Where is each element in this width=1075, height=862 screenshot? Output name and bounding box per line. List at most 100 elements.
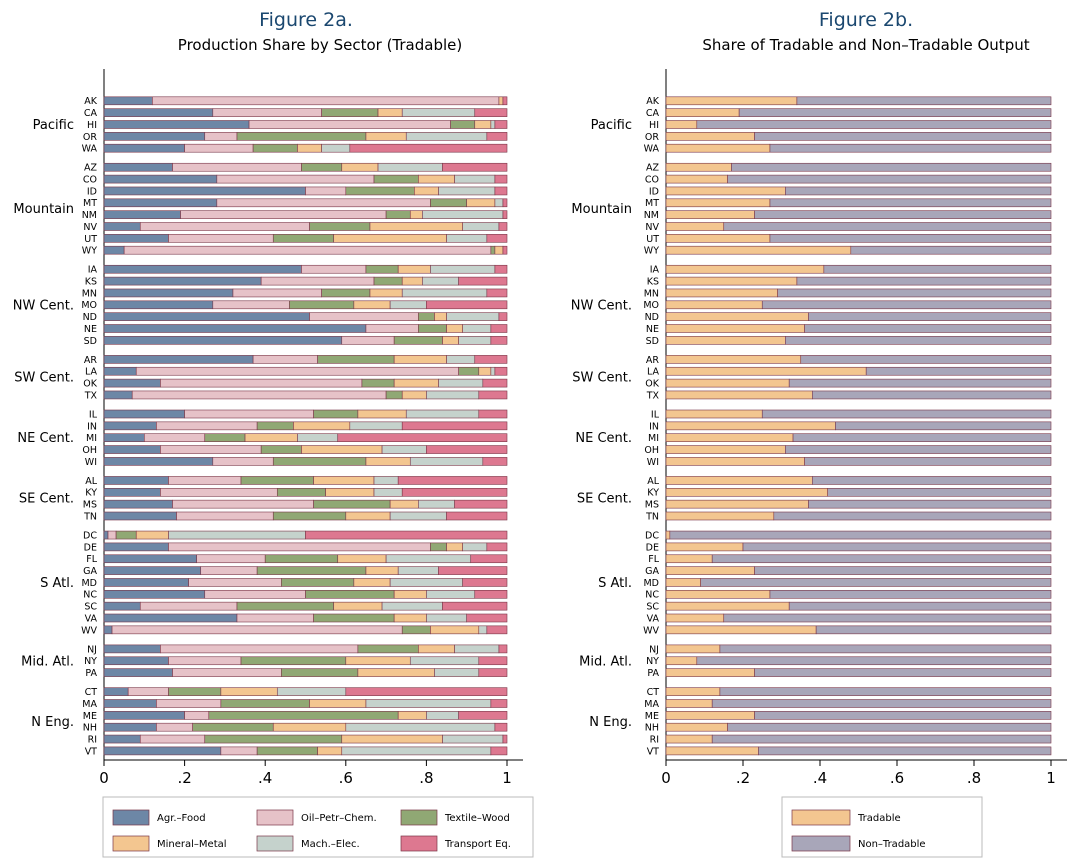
bar-segment-mach-elec--ky [373,487,403,497]
bar-segment-non-tradable-md [700,578,1052,587]
bar-segment-oil-petr-chem--me [184,711,210,720]
bar-segment-non-tradable-ms [808,499,1052,509]
bar-segment-agr-food-ak [103,96,153,106]
region-label: NW Cent. [571,298,632,313]
bar-segment-mineral-metal-oh [301,445,383,454]
state-label: MN [82,288,97,299]
bar-segment-oil-petr-chem--ks [260,276,375,286]
state-label: MS [83,500,97,511]
bar-segment-oil-petr-chem--ga [200,566,258,575]
bar-segment-transport-eq--me [458,711,508,720]
bar-segment-mach-elec--ar [446,355,476,364]
state-label: SC [646,602,659,613]
bar-segment-textile-wood-nj [357,644,419,654]
bar-segment-transport-eq--tx [478,390,508,400]
state-label: OK [83,379,97,390]
bar-segment-textile-wood-wi [272,457,367,466]
state-label: IN [87,421,97,432]
bar-segment-non-tradable-wi [804,457,1052,466]
bar-segment-transport-eq--nj [498,644,508,654]
bar-segment-transport-eq--va [466,613,508,623]
bar-segment-textile-wood-ia [365,264,399,274]
state-label: WV [643,625,659,636]
state-label: WI [85,457,97,468]
bar-segment-transport-eq--nh [494,722,508,732]
bar-segment-agr-food-de [103,542,169,552]
bar-segment-mineral-metal-ar [393,355,447,364]
bar-segment-mineral-metal-sc [333,601,383,611]
state-label: IA [650,265,660,276]
chart-tradable-share: Figure 2b. Share of Tradable and Non–Trad… [571,9,1067,858]
bar-segment-mineral-metal-mo [353,300,391,310]
bar-segment-transport-eq--ny [478,656,508,666]
state-label: FL [648,554,659,565]
bar-segment-transport-eq--hi [494,120,508,129]
bar-segment-oil-petr-chem--pa [172,668,282,677]
state-label: PA [647,668,659,679]
bar-segment-transport-eq--pa [478,668,508,677]
bar-segment-mineral-metal-mt [466,198,496,208]
region-label: SW Cent. [14,371,74,386]
x-tick-label: .8 [967,769,981,787]
bar-segment-non-tradable-la [865,366,1052,376]
bar-segment-non-tradable-mo [761,300,1052,310]
state-label: AL [647,476,659,487]
state-label: ME [645,711,659,722]
bar-segment-tradable-or [665,132,755,141]
state-label: WA [644,144,660,155]
bar-segment-mach-elec--la [490,366,496,376]
bar-segment-oil-petr-chem--fl [196,554,266,564]
bar-segment-mineral-metal-me [397,711,427,720]
bar-segment-mineral-metal-ut [333,234,447,243]
bar-segment-tradable-wv [665,625,817,635]
bar-segment-tradable-nh [665,722,728,732]
state-label: AK [646,96,659,107]
bar-segment-tradable-ca [665,108,740,117]
state-label: RI [650,734,659,745]
bar-segment-textile-wood-nv [309,222,371,231]
state-label: GA [645,566,659,577]
state-label: ME [83,711,97,722]
bar-segment-agr-food-va [103,613,238,623]
bar-segment-tradable-mt [665,198,771,208]
bar-segment-oil-petr-chem--ms [172,499,314,509]
bar-segment-mineral-metal-wv [430,625,480,635]
state-label: UT [84,234,97,245]
bar-segment-tradable-sc [665,601,790,611]
bar-segment-textile-wood-me [208,711,399,720]
bar-segment-transport-eq--fl [470,554,508,564]
bar-segment-oil-petr-chem--ak [152,96,500,106]
bar-segment-tradable-ok [665,378,790,388]
state-label: LA [85,367,98,378]
legend-label: Mach.–Elec. [301,839,360,850]
bar-segment-non-tradable-ne [804,324,1052,333]
bar-segment-mach-elec--va [426,613,467,623]
state-label: CA [646,108,660,119]
bar-segment-mineral-metal-ga [365,566,399,575]
bar-segment-oil-petr-chem--ny [168,656,242,666]
state-label: ID [649,186,659,197]
figure-label: Figure 2b. [819,9,913,31]
bar-segment-tradable-wi [665,457,805,466]
bar-segment-textile-wood-nh [192,722,274,732]
bar-segment-mach-elec--nv [462,222,500,231]
chart-title: Share of Tradable and Non–Tradable Outpu… [702,36,1029,54]
bar-segment-mach-elec--ct [276,687,347,696]
legend-label: Oil–Petr–Chem. [301,813,377,824]
legend-label: Non–Tradable [858,839,926,850]
bar-segment-agr-food-ri [103,734,141,744]
bar-segment-agr-food-mn [103,288,234,298]
region-label: Mountain [571,202,632,217]
state-label: FL [86,554,97,565]
state-label: MA [82,699,97,710]
bar-segment-non-tradable-ca [738,108,1052,117]
bar-segment-textile-wood-fl [264,554,339,564]
bar-segment-transport-eq--sd [490,336,508,345]
bar-segment-oil-petr-chem--md [188,578,282,587]
bar-segment-oil-petr-chem--de [168,542,431,552]
state-label: WA [82,144,98,155]
bar-segment-tradable-fl [665,554,713,564]
bar-segment-mach-elec--nm [422,210,504,219]
bar-segment-mach-elec--nj [454,644,500,654]
bar-segment-textile-wood-ut [272,234,335,243]
